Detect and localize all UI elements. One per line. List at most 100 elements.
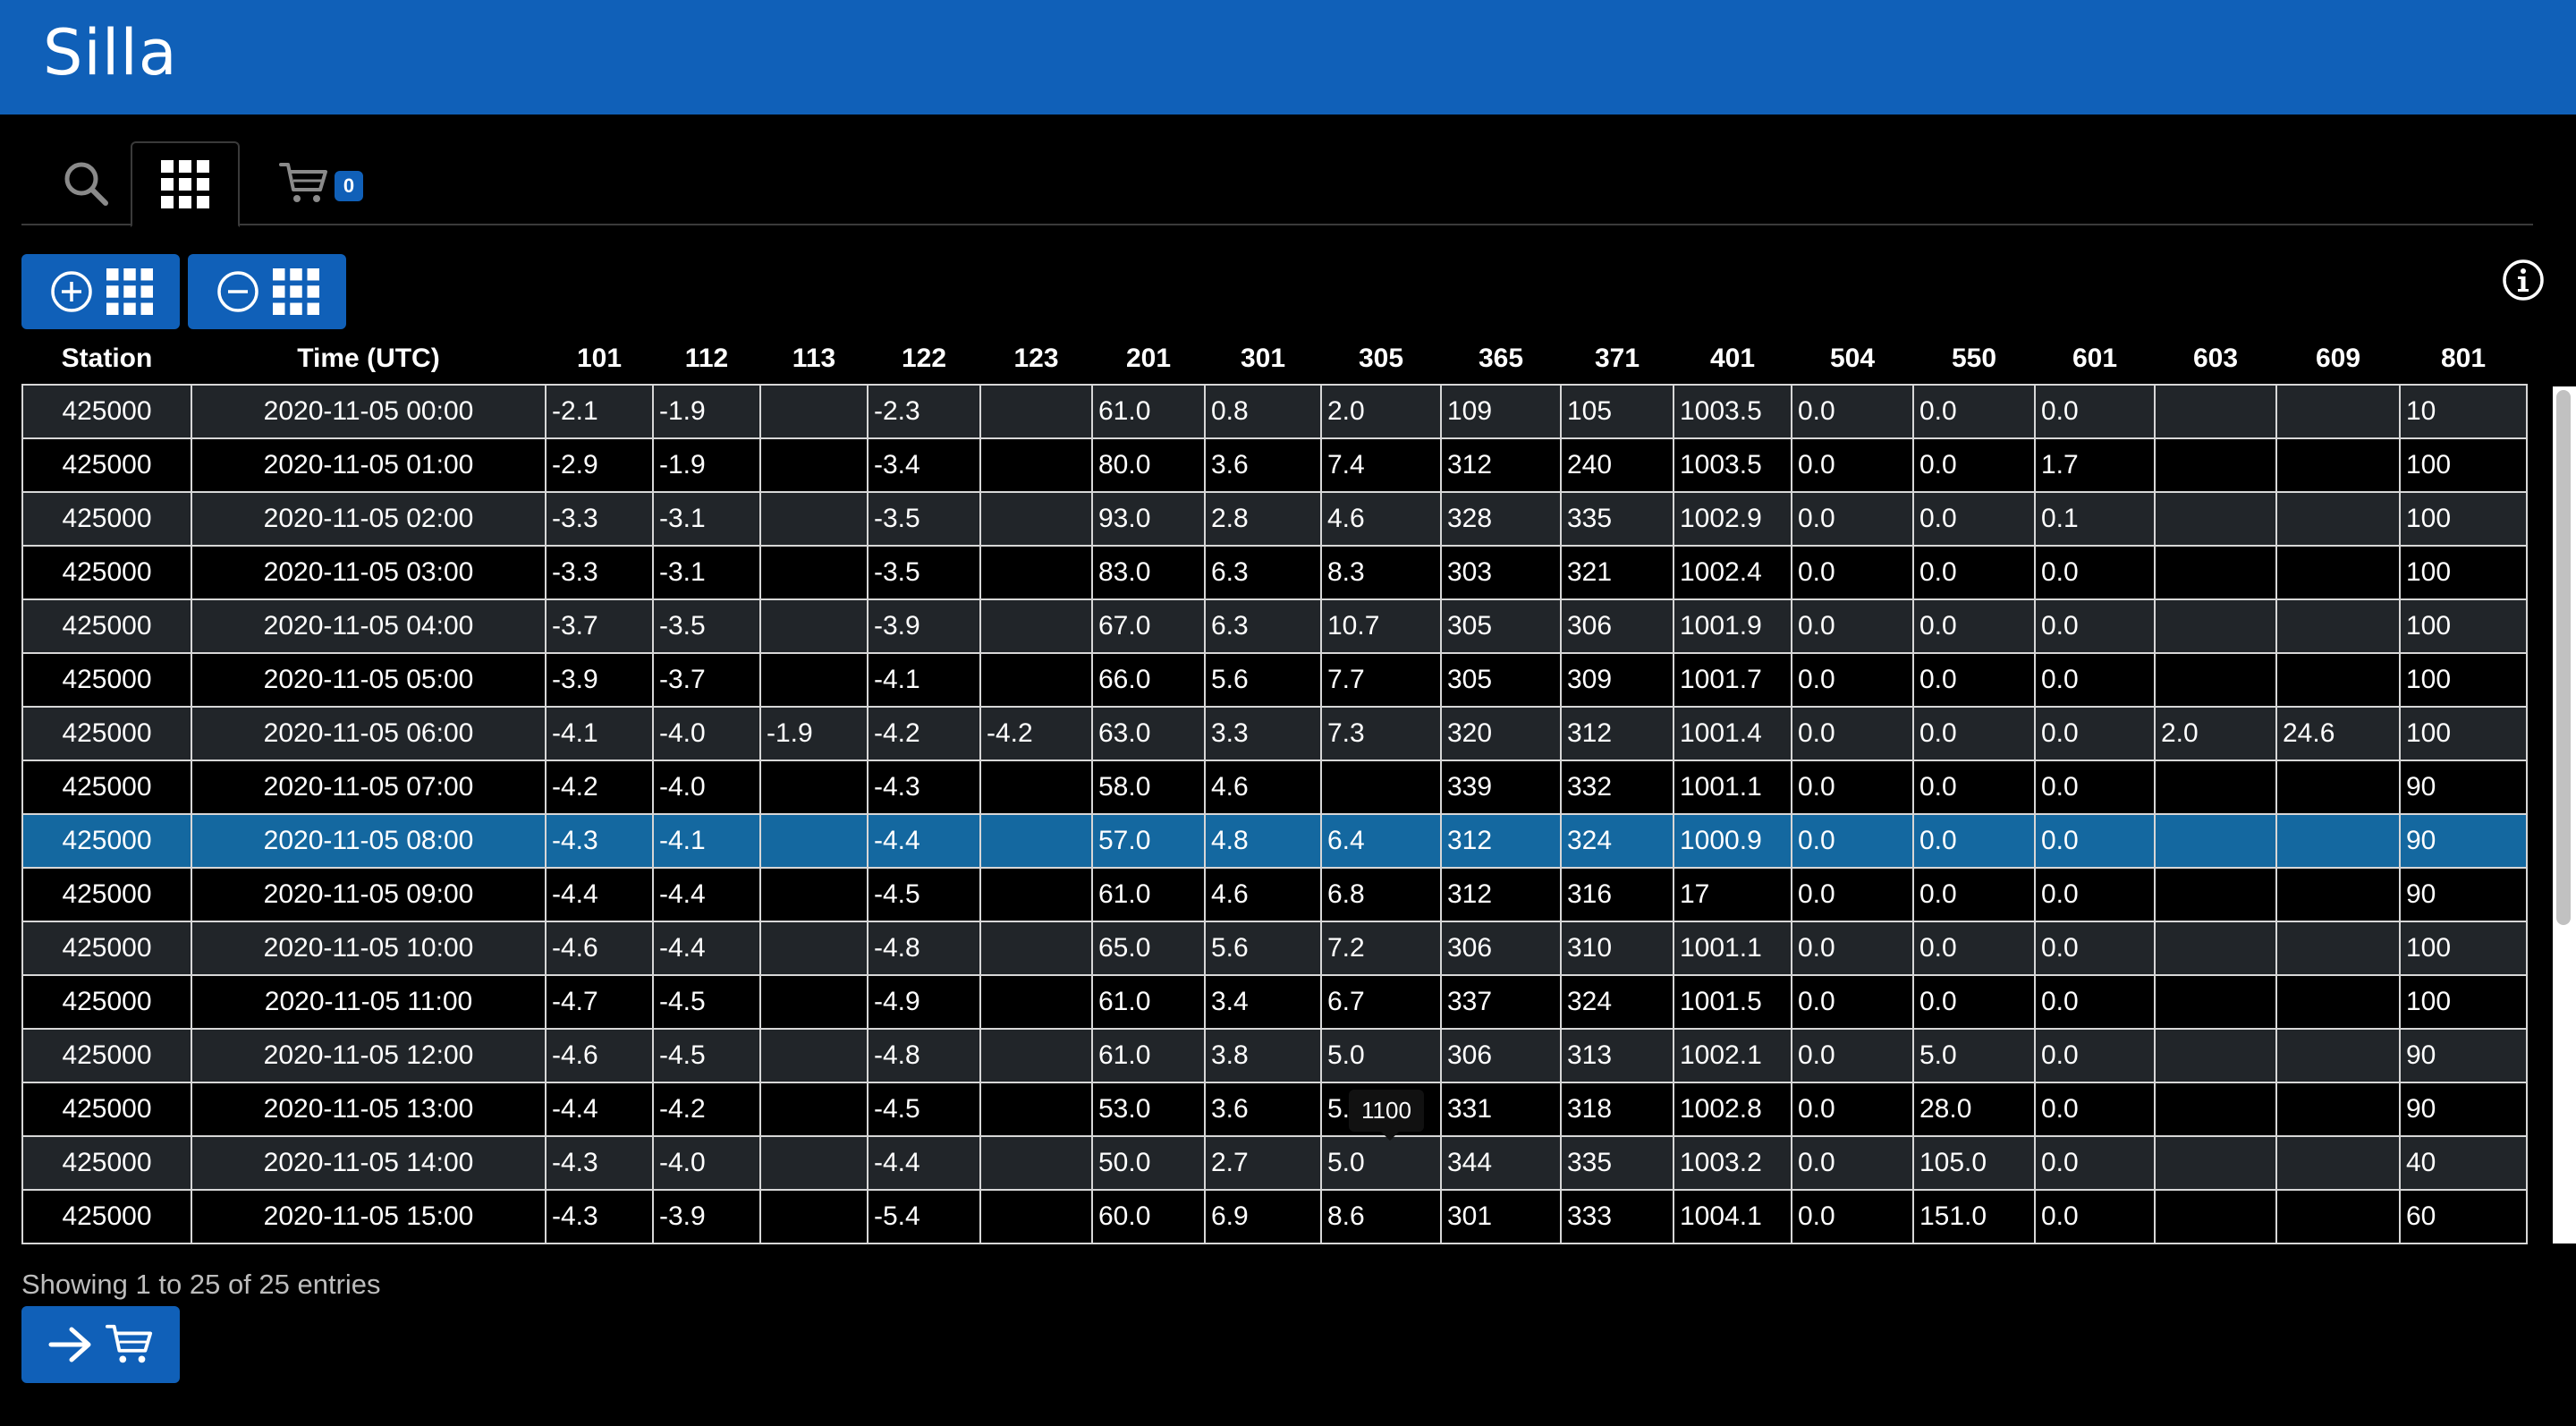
table-row[interactable]: 425000 2020-11-05 09:00 -4.4 -4.4 -4.5 61.0 4.…	[21, 867, 2528, 922]
table-header: Station Time (UTC) 101 112 113 122 123 201 301 30…	[22, 333, 2527, 385]
table-cell: 425000	[21, 867, 192, 922]
table-cell: 66.0	[1091, 652, 1206, 708]
table-cell	[759, 813, 869, 869]
data-table-container[interactable]: Station Time (UTC) 101 112 113 122 123 201 301 30…	[21, 333, 2576, 1244]
tab-table[interactable]	[131, 141, 240, 227]
scrollbar-thumb[interactable]	[2556, 390, 2571, 925]
table-cell: 0.0	[1791, 706, 1914, 761]
add-to-cart-button[interactable]	[21, 1306, 180, 1383]
table-cell: 2020-11-05 00:00	[191, 384, 547, 439]
table-cell	[979, 760, 1093, 815]
table-cell: 100	[2399, 545, 2528, 600]
table-cell: 1003.2	[1673, 1135, 1792, 1191]
table-cell: 303	[1440, 545, 1562, 600]
column-header[interactable]: 113	[792, 343, 836, 373]
table-row[interactable]: 425000 2020-11-05 13:00 -4.4 -4.2 -4.5 53.0 3.…	[21, 1082, 2528, 1137]
column-header[interactable]: 123	[1013, 343, 1059, 373]
table-row[interactable]: 425000 2020-11-05 03:00 -3.3 -3.1 -3.5 83.0 6.…	[21, 545, 2528, 600]
table-row[interactable]: 425000 2020-11-05 06:00 -4.1 -4.0 -1.9 -4.2 -4…	[21, 706, 2528, 761]
column-header[interactable]: 603	[2192, 343, 2239, 373]
column-header[interactable]: 101	[576, 343, 623, 373]
column-header[interactable]: 112	[684, 343, 729, 373]
arrow-right-icon	[48, 1327, 90, 1362]
table-cell: 5.0	[1320, 1135, 1442, 1191]
table-cell: 0.0	[2034, 974, 2156, 1030]
table-row[interactable]: 425000 2020-11-05 11:00 -4.7 -4.5 -4.9 61.0 3.…	[21, 974, 2528, 1030]
cart-icon	[105, 1324, 152, 1363]
table-cell	[979, 974, 1093, 1030]
table-row[interactable]: 425000 2020-11-05 10:00 -4.6 -4.4 -4.8 65.0 5.…	[21, 921, 2528, 976]
table-cell: 0.0	[2034, 545, 2156, 600]
table-cell: 1002.8	[1673, 1082, 1792, 1137]
table-row[interactable]: 425000 2020-11-05 05:00 -3.9 -3.7 -4.1 66.0 5.…	[21, 652, 2528, 708]
column-header[interactable]: 401	[1709, 343, 1756, 373]
table-cell: 0.0	[1791, 384, 1914, 439]
view-tabs: 0	[21, 141, 2533, 227]
table-cell: 328	[1440, 491, 1562, 547]
tab-cart[interactable]: 0	[263, 141, 379, 225]
table-cell	[2275, 491, 2401, 547]
table-cell: 90	[2399, 760, 2528, 815]
table-cell: 2.7	[1204, 1135, 1322, 1191]
column-header[interactable]: 365	[1478, 343, 1524, 373]
table-cell: -3.5	[652, 598, 761, 654]
column-header[interactable]: 801	[2440, 343, 2487, 373]
table-cell: 1001.1	[1673, 760, 1792, 815]
table-cell: -4.0	[652, 706, 761, 761]
table-cell: -3.5	[867, 491, 981, 547]
table-row[interactable]: 425000 2020-11-05 02:00 -3.3 -3.1 -3.5 93.0 2.…	[21, 491, 2528, 547]
column-header[interactable]: 301	[1240, 343, 1286, 373]
table-row[interactable]: 425000 2020-11-05 00:00 -2.1 -1.9 -2.3 61.0 0.…	[21, 384, 2528, 439]
column-header[interactable]: 550	[1951, 343, 1997, 373]
column-header[interactable]: Station	[61, 343, 153, 373]
table-cell: 0.0	[1791, 598, 1914, 654]
table-row[interactable]: 425000 2020-11-05 15:00 -4.3 -3.9 -5.4 60.0 6.…	[21, 1189, 2528, 1244]
table-cell: 333	[1560, 1189, 1674, 1244]
table-cell	[2275, 598, 2401, 654]
table-cell: -4.6	[545, 921, 654, 976]
table-cell	[759, 760, 869, 815]
vertical-scrollbar[interactable]	[2553, 386, 2576, 1244]
table-cell: 63.0	[1091, 706, 1206, 761]
table-row[interactable]: 425000 2020-11-05 12:00 -4.6 -4.5 -4.8 61.0 3.…	[21, 1028, 2528, 1083]
column-header[interactable]: 201	[1125, 343, 1172, 373]
column-header[interactable]: 371	[1594, 343, 1640, 373]
column-header[interactable]: 122	[901, 343, 947, 373]
table-cell: 0.0	[1791, 974, 1914, 1030]
table-cell	[2154, 974, 2277, 1030]
app-header: Silla	[0, 0, 2576, 115]
column-header[interactable]: 504	[1829, 343, 1876, 373]
table-row[interactable]: 425000 2020-11-05 04:00 -3.7 -3.5 -3.9 67.0 6.…	[21, 598, 2528, 654]
info-icon[interactable]	[2501, 258, 2546, 302]
data-table: Station Time (UTC) 101 112 113 122 123 201 301 30…	[21, 333, 2528, 1244]
table-cell: -1.9	[652, 437, 761, 493]
table-cell: -3.7	[652, 652, 761, 708]
table-row[interactable]: 425000 2020-11-05 14:00 -4.3 -4.0 -4.4 50.0 2.…	[21, 1135, 2528, 1191]
table-cell: 2020-11-05 07:00	[191, 760, 547, 815]
app-title[interactable]: Silla	[43, 16, 178, 89]
table-cell: -3.5	[867, 545, 981, 600]
table-cell: 1000.9	[1673, 813, 1792, 869]
expand-grid-button[interactable]	[21, 254, 180, 329]
tab-search[interactable]	[41, 141, 131, 225]
column-header[interactable]: 305	[1358, 343, 1404, 373]
table-cell: 2020-11-05 10:00	[191, 921, 547, 976]
table-cell	[979, 867, 1093, 922]
table-row[interactable]: 425000 2020-11-05 08:00 -4.3 -4.1 -4.4 57.0 4.…	[21, 813, 2528, 869]
table-row[interactable]: 425000 2020-11-05 01:00 -2.9 -1.9 -3.4 80.0 3.…	[21, 437, 2528, 493]
table-cell	[2154, 545, 2277, 600]
column-header[interactable]: 609	[2315, 343, 2361, 373]
column-header[interactable]: Time (UTC)	[297, 343, 440, 373]
table-cell: 1004.1	[1673, 1189, 1792, 1244]
table-cell	[2154, 384, 2277, 439]
column-header[interactable]: 601	[2072, 343, 2118, 373]
table-cell: 61.0	[1091, 384, 1206, 439]
table-cell	[759, 1082, 869, 1137]
table-cell: 425000	[21, 1028, 192, 1083]
table-row[interactable]: 425000 2020-11-05 07:00 -4.2 -4.0 -4.3 58.0 4.…	[21, 760, 2528, 815]
table-cell	[2275, 1082, 2401, 1137]
table-cell: 109	[1440, 384, 1562, 439]
collapse-grid-button[interactable]	[188, 254, 346, 329]
table-cell	[2275, 1189, 2401, 1244]
table-cell: -4.4	[545, 867, 654, 922]
